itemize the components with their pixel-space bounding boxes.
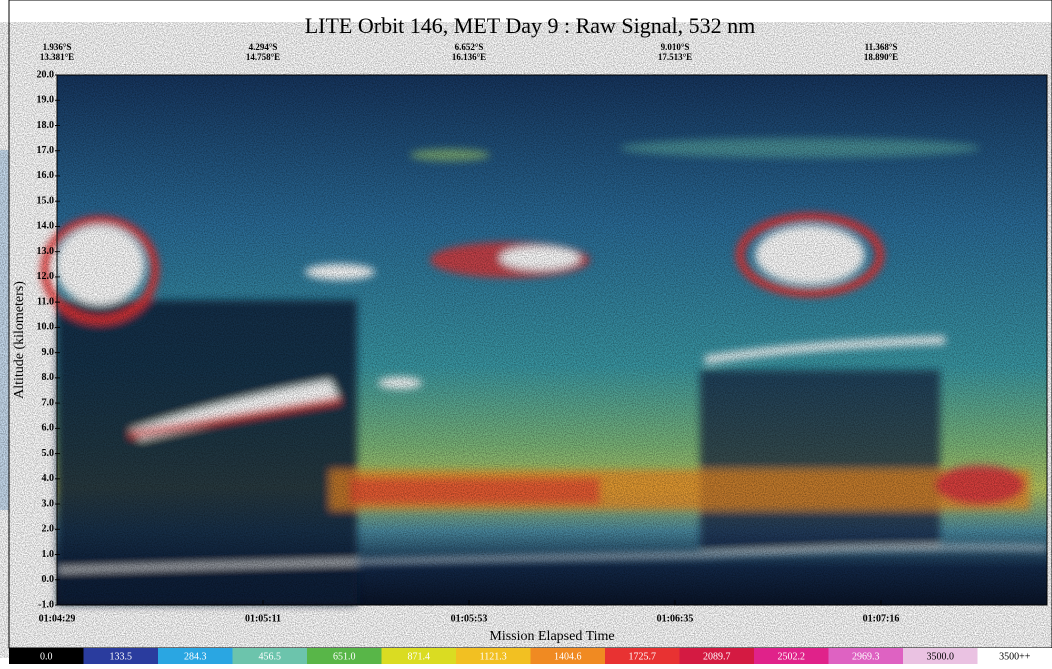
y-tick-label: 19.0 <box>37 95 55 106</box>
y-axis-label: Altitude (kilometers) <box>12 281 27 399</box>
top-label: 4.294°S <box>249 42 278 52</box>
x-tick-label: 01:07:16 <box>863 613 900 624</box>
plot-area <box>45 75 1047 605</box>
y-tick-label: 7.0 <box>42 397 55 408</box>
colorbar-label: 2089.7 <box>703 651 731 662</box>
colorbar-label: 1404.6 <box>554 651 582 662</box>
y-tick-label: 15.0 <box>37 195 55 206</box>
y-tick-label: 20.0 <box>37 69 55 80</box>
y-tick-label: 13.0 <box>37 246 55 257</box>
top-label: 6.652°S <box>455 42 484 52</box>
top-label: 17.513°E <box>658 52 692 62</box>
y-tick-label: 2.0 <box>42 524 55 535</box>
y-tick-label: 17.0 <box>37 145 55 156</box>
chart-title: LITE Orbit 146, MET Day 9 : Raw Signal, … <box>305 13 756 38</box>
colorbar-label: 2502.2 <box>778 651 806 662</box>
colorbar-label: 3500.0 <box>927 651 955 662</box>
top-label: 13.381°E <box>40 52 74 62</box>
y-tick-label: 9.0 <box>42 347 55 358</box>
top-label: 14.758°E <box>246 52 280 62</box>
top-label: 16.136°E <box>452 52 486 62</box>
y-tick-label: 1.0 <box>42 549 55 560</box>
y-tick-label: 3.0 <box>42 498 55 509</box>
colorbar-label: 2969.3 <box>852 651 880 662</box>
colorbar-label: 0.0 <box>40 651 53 662</box>
y-tick-label: 18.0 <box>37 120 55 131</box>
y-tick-label: -1.0 <box>38 599 54 610</box>
x-tick-label: 01:05:53 <box>451 613 488 624</box>
top-label: 11.368°S <box>865 42 898 52</box>
colorbar-label: 871.4 <box>408 651 431 662</box>
top-label: 18.890°E <box>864 52 898 62</box>
y-tick-label: 12.0 <box>37 271 55 282</box>
x-tick-label: 01:06:35 <box>657 613 694 624</box>
x-tick-label: 01:04:29 <box>39 613 76 624</box>
x-axis-label: Mission Elapsed Time <box>489 629 614 644</box>
y-tick-label: 8.0 <box>42 372 55 383</box>
y-tick-label: 6.0 <box>42 423 55 434</box>
colorbar-label: 133.5 <box>110 651 133 662</box>
noise <box>57 75 1047 605</box>
y-tick-label: 16.0 <box>37 170 55 181</box>
colorbar-label: 284.3 <box>184 651 207 662</box>
colorbar-label: 1121.3 <box>480 651 507 662</box>
side-strip <box>0 150 9 510</box>
x-tick-label: 01:05:11 <box>245 613 281 624</box>
top-label: 9.010°S <box>661 42 690 52</box>
colorbar-label: 1725.7 <box>629 651 657 662</box>
y-tick-label: 10.0 <box>37 322 55 333</box>
colorbar-label: 456.5 <box>259 651 282 662</box>
y-tick-label: 14.0 <box>37 221 55 232</box>
y-tick-label: 11.0 <box>37 296 54 307</box>
colorbar-label: 3500++ <box>999 651 1031 662</box>
top-label: 1.936°S <box>43 42 72 52</box>
y-tick-label: 4.0 <box>42 473 55 484</box>
y-tick-label: 0.0 <box>42 574 55 585</box>
y-tick-label: 5.0 <box>42 448 55 459</box>
colorbar-label: 651.0 <box>333 651 356 662</box>
